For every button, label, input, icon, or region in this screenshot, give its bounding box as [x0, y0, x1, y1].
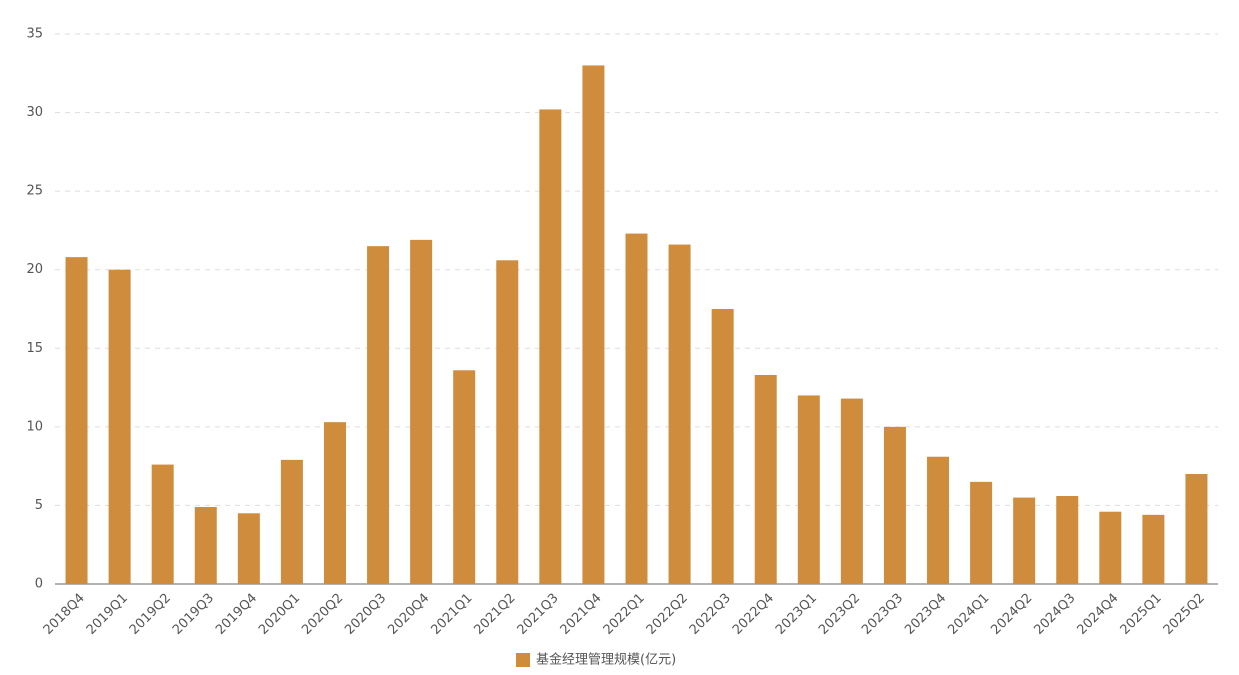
x-tick-label: 2024Q4: [1075, 591, 1122, 638]
x-tick-label: 2022Q4: [730, 591, 777, 638]
bar: [323, 422, 346, 584]
bar: [927, 456, 950, 584]
x-tick-label: 2021Q3: [515, 591, 562, 638]
bar: [797, 395, 820, 584]
x-tick-label: 2025Q1: [1118, 591, 1165, 638]
y-tick-label: 5: [35, 498, 43, 513]
bar: [711, 309, 734, 584]
bar: [883, 426, 906, 584]
bar: [1013, 497, 1036, 584]
x-tick-label: 2024Q1: [945, 591, 992, 638]
x-tick-label: 2021Q1: [428, 591, 475, 638]
x-tick-label: 2024Q3: [1031, 591, 1078, 638]
y-tick-label: 25: [26, 184, 43, 199]
bar: [496, 260, 519, 584]
x-tick-label: 2022Q3: [687, 591, 734, 638]
bar: [970, 481, 993, 584]
x-tick-label: 2020Q2: [299, 591, 346, 638]
x-tick-label: 2023Q3: [859, 591, 906, 638]
bar: [668, 244, 691, 585]
bar: [108, 269, 131, 584]
y-tick-label: 20: [26, 262, 43, 277]
x-tick-label: 2019Q2: [127, 591, 174, 638]
bar: [151, 464, 174, 584]
y-tick-label: 35: [26, 27, 43, 42]
x-tick-label: 2019Q1: [84, 591, 131, 638]
y-tick-label: 15: [26, 341, 43, 356]
x-tick-label: 2021Q2: [471, 591, 518, 638]
bar: [754, 375, 777, 584]
x-tick-label: 2019Q4: [213, 591, 260, 638]
x-tick-label: 2018Q4: [41, 591, 88, 638]
bar: [1185, 474, 1208, 584]
y-tick-label: 10: [26, 419, 43, 434]
bar: [280, 459, 303, 584]
bar: [625, 233, 648, 585]
x-tick-label: 2019Q3: [170, 591, 217, 638]
x-tick-label: 2020Q3: [342, 591, 389, 638]
x-tick-label: 2022Q1: [601, 591, 648, 638]
bar: [367, 246, 390, 584]
bar: [194, 507, 217, 584]
x-tick-label: 2021Q4: [558, 591, 605, 638]
bar: [1142, 514, 1165, 584]
x-tick-label: 2025Q2: [1161, 591, 1208, 638]
x-tick-label: 2020Q1: [256, 591, 303, 638]
bar: [410, 239, 433, 584]
bar: [453, 370, 476, 584]
x-tick-label: 2023Q1: [773, 591, 820, 638]
bar: [1056, 496, 1079, 584]
x-tick-label: 2023Q2: [816, 591, 863, 638]
legend-label: 基金经理管理规模(亿元): [536, 652, 676, 668]
bar: [539, 109, 562, 584]
x-tick-label: 2023Q4: [902, 591, 949, 638]
y-tick-label: 0: [35, 577, 43, 592]
bar: [582, 65, 605, 584]
bar: [840, 398, 863, 584]
bar: [1099, 511, 1122, 584]
legend-swatch: [516, 653, 530, 667]
bar: [237, 513, 260, 584]
x-tick-label: 2022Q2: [644, 591, 691, 638]
x-tick-label: 2020Q4: [385, 591, 432, 638]
bar: [65, 257, 88, 584]
x-tick-label: 2024Q2: [988, 591, 1035, 638]
y-tick-label: 30: [26, 105, 43, 120]
